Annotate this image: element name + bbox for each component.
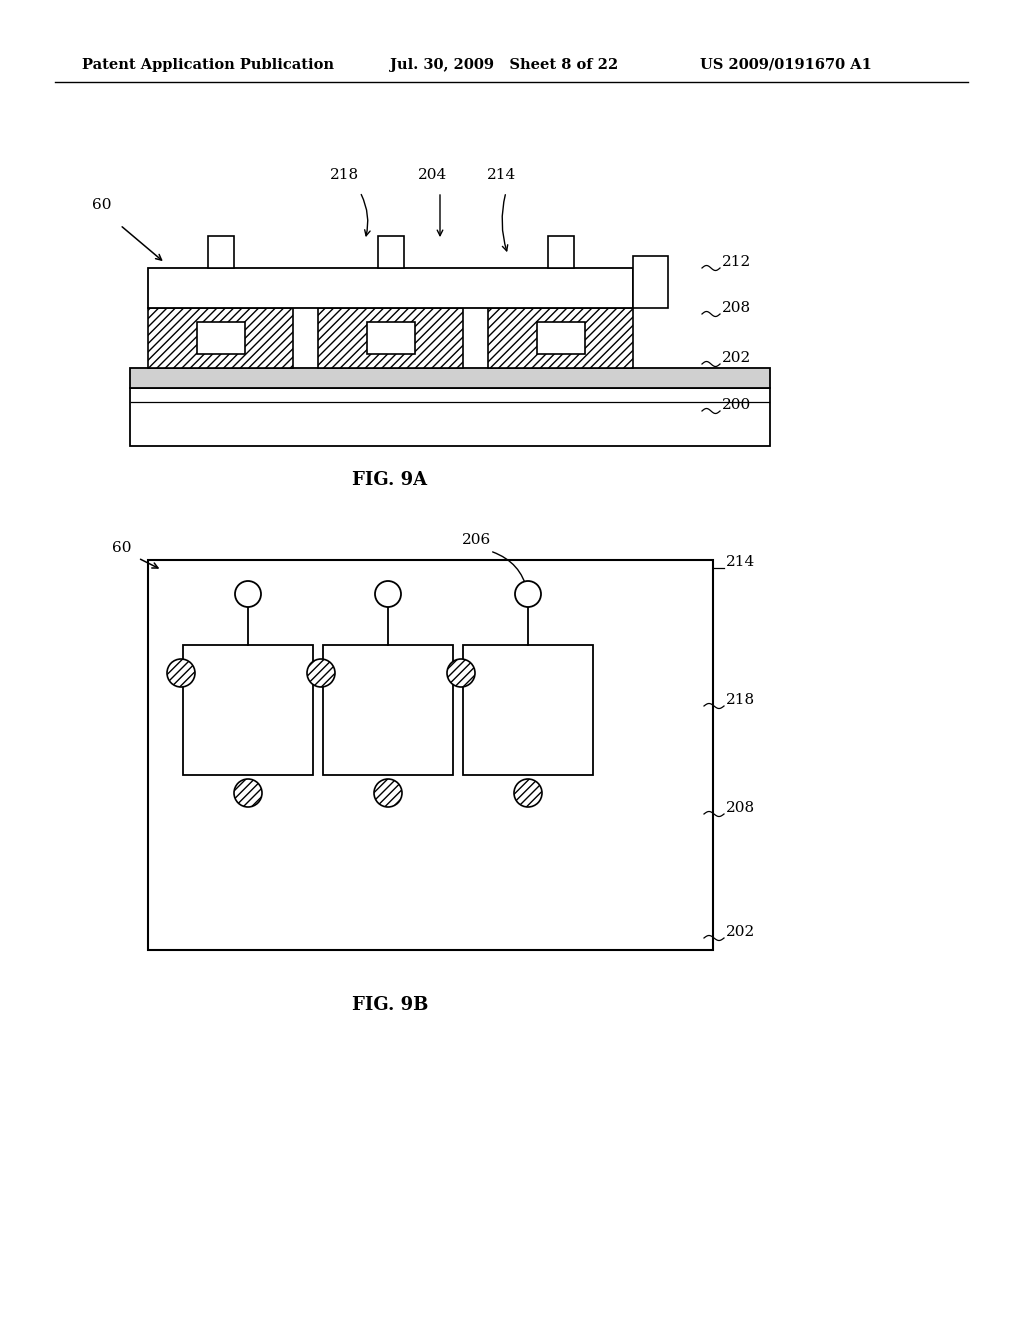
Text: Patent Application Publication: Patent Application Publication: [82, 58, 334, 73]
Bar: [537, 322, 585, 354]
Ellipse shape: [307, 659, 335, 686]
Bar: [318, 308, 463, 368]
Text: FIG. 9B: FIG. 9B: [352, 997, 428, 1014]
Bar: [130, 388, 770, 446]
Text: 206: 206: [462, 533, 492, 546]
Bar: [197, 322, 245, 354]
Ellipse shape: [514, 779, 542, 807]
Bar: [367, 322, 415, 354]
Text: 202: 202: [722, 351, 752, 366]
Bar: [130, 368, 770, 388]
Text: 214: 214: [487, 168, 516, 182]
Circle shape: [515, 581, 541, 607]
Text: Jul. 30, 2009   Sheet 8 of 22: Jul. 30, 2009 Sheet 8 of 22: [390, 58, 618, 73]
Circle shape: [375, 581, 401, 607]
Text: 208: 208: [726, 801, 755, 814]
Text: 214: 214: [726, 554, 756, 569]
Text: 60: 60: [112, 541, 131, 554]
Ellipse shape: [167, 659, 195, 686]
Bar: [183, 645, 313, 775]
Ellipse shape: [374, 779, 402, 807]
Text: 202: 202: [726, 925, 756, 939]
Bar: [488, 308, 633, 368]
Bar: [148, 560, 713, 950]
Text: 204: 204: [418, 168, 447, 182]
Bar: [548, 236, 573, 268]
Bar: [148, 268, 633, 308]
Ellipse shape: [447, 659, 475, 686]
Ellipse shape: [234, 779, 262, 807]
Bar: [148, 308, 293, 368]
Bar: [208, 236, 233, 268]
Bar: [463, 645, 593, 775]
Bar: [323, 645, 453, 775]
Text: 60: 60: [92, 198, 112, 213]
Text: 218: 218: [330, 168, 359, 182]
Text: FIG. 9A: FIG. 9A: [352, 471, 428, 488]
Text: 212: 212: [722, 255, 752, 269]
Text: 208: 208: [722, 301, 752, 315]
Bar: [378, 236, 403, 268]
Text: 218: 218: [726, 693, 755, 708]
Text: 200: 200: [722, 399, 752, 412]
Bar: [633, 256, 668, 308]
Circle shape: [234, 581, 261, 607]
Text: US 2009/0191670 A1: US 2009/0191670 A1: [700, 58, 871, 73]
